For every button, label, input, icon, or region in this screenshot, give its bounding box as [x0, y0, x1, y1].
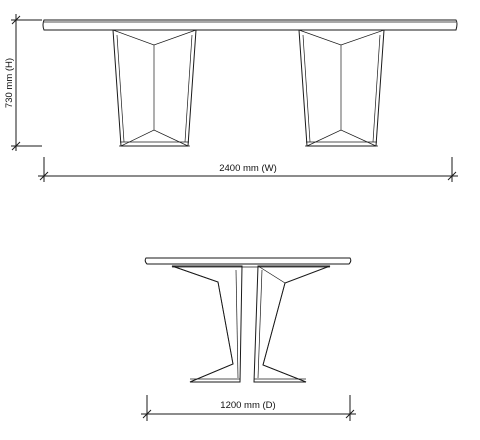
width-dimension: 2400 mm (W) [38, 157, 458, 182]
width-label: 2400 mm (W) [219, 163, 277, 174]
side-left-leg [171, 265, 243, 383]
height-dimension: 730 mm (H) [4, 14, 42, 151]
side-tabletop [144, 257, 352, 265]
front-right-pedestal [298, 29, 385, 147]
front-tabletop [42, 19, 458, 31]
depth-label: 1200 mm (D) [220, 400, 275, 411]
front-left-pedestal [112, 29, 197, 147]
front-view: 730 mm (H) 2400 mm (W) [4, 14, 458, 182]
depth-dimension: 1200 mm (D) [141, 395, 356, 421]
side-right-leg [253, 265, 331, 383]
side-view: 1200 mm (D) [141, 257, 356, 421]
height-label: 730 mm (H) [4, 58, 15, 108]
